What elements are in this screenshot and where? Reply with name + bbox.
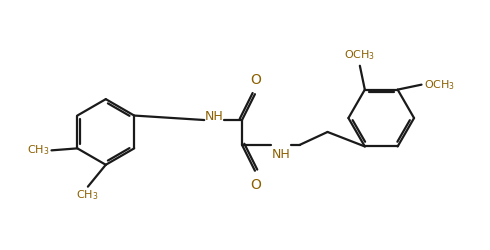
Text: OCH$_3$: OCH$_3$ bbox=[344, 48, 375, 62]
Text: NH: NH bbox=[205, 110, 224, 122]
Text: NH: NH bbox=[272, 148, 291, 161]
Text: CH$_3$: CH$_3$ bbox=[27, 144, 49, 157]
Text: CH$_3$: CH$_3$ bbox=[75, 189, 98, 202]
Text: OCH$_3$: OCH$_3$ bbox=[423, 78, 455, 92]
Text: O: O bbox=[250, 73, 261, 87]
Text: O: O bbox=[250, 178, 261, 192]
